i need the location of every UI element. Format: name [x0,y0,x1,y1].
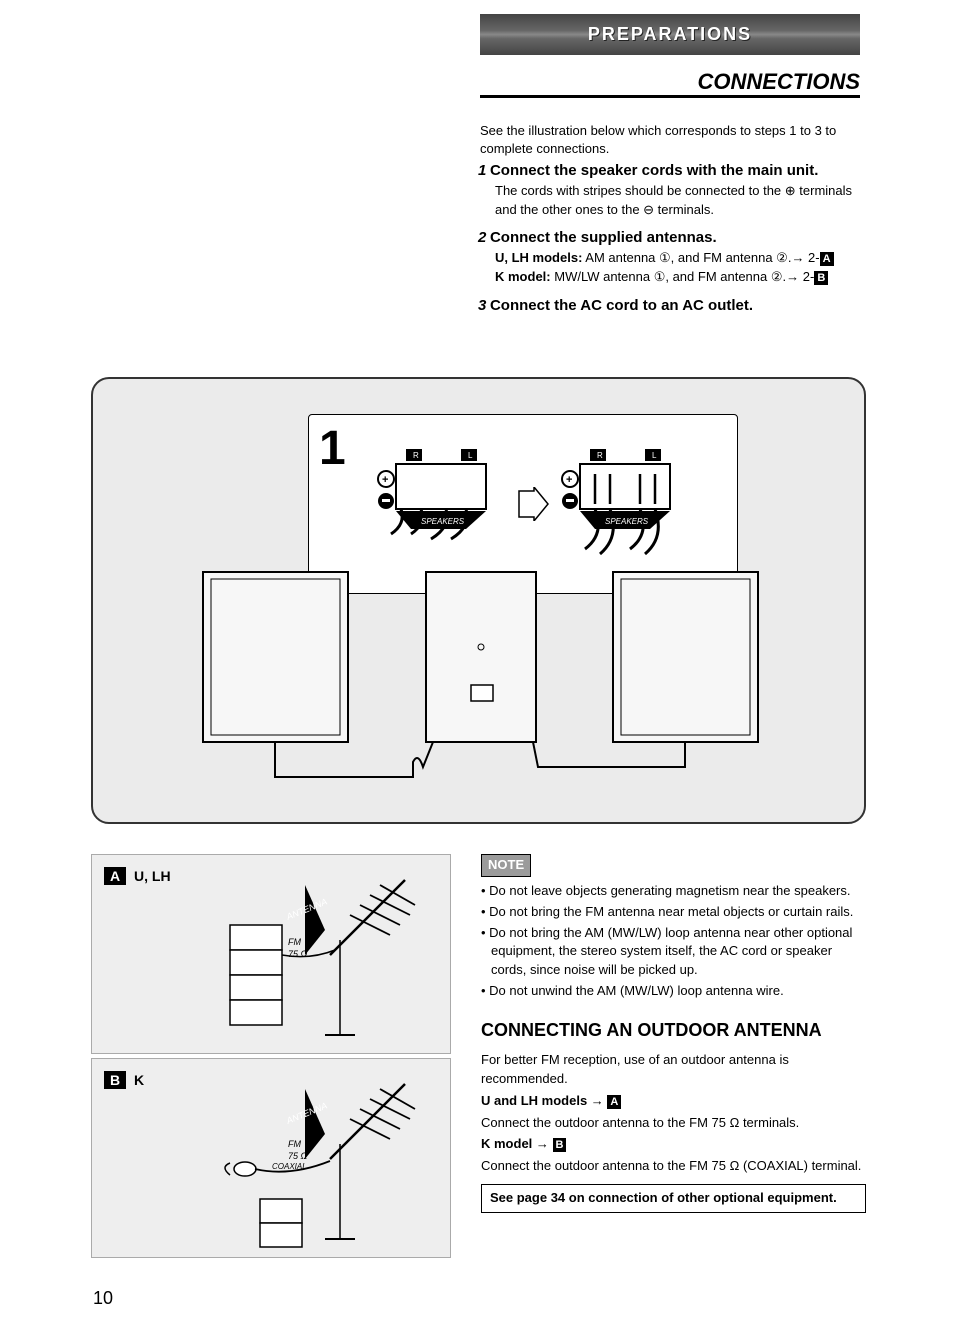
page-number: 10 [93,1288,113,1309]
step-num: 1 [478,162,486,179]
outdoor-antenna-title: CONNECTING AN OUTDOOR ANTENNA [481,1017,866,1043]
antenna-model-label: U, LH [134,868,171,884]
badge-b-icon: B [104,1071,126,1089]
notes-column: NOTE Do not leave objects generating mag… [481,854,866,1262]
model-prefix: K model: [495,269,551,284]
step-number-large: 1 [319,421,346,476]
system-wiring-diagram [93,567,864,797]
antenna-model-label: K [134,1072,144,1088]
speaker-terminal-after: R L + SPEAKERS [555,439,695,569]
svg-text:L: L [468,451,473,460]
svg-text:R: R [413,451,419,460]
reference-box: See page 34 on connection of other optio… [481,1184,866,1213]
badge-b-icon: B [553,1138,567,1152]
note-item: Do not bring the AM (MW/LW) loop antenna… [491,924,866,981]
antenna-box-b: B K ANTENNA FM 75 Ω COAXIAL [91,1058,451,1258]
note-item: Do not unwind the AM (MW/LW) loop antenn… [491,982,866,1001]
svg-text:L: L [652,451,657,460]
antenna-box-a: A U, LH ANTENNA FM 75 Ω [91,854,451,1054]
model-prefix: U, LH models: [495,250,582,265]
step-list: 1 Connect the speaker cords with the mai… [478,160,864,325]
model-text: MW/LW antenna ①, and FM antenna ②.→ 2- [551,269,815,284]
step-title: Connect the speaker cords with the main … [490,162,818,179]
svg-text:SPEAKERS: SPEAKERS [421,517,465,526]
arrow-icon [516,487,550,521]
step-2: 2 Connect the supplied antennas. U, LH m… [478,227,864,286]
svg-text:+: + [566,474,572,486]
svg-text:SPEAKERS: SPEAKERS [605,517,649,526]
badge-b-icon: B [814,271,828,285]
antenna-diagram-column: A U, LH ANTENNA FM 75 Ω [91,854,451,1262]
note-item: Do not leave objects generating magnetis… [491,882,866,901]
note-badge: NOTE [481,854,531,877]
speaker-terminal-before: R L + SPEAKERS [371,439,511,569]
note-item: Do not bring the FM antenna near metal o… [491,903,866,922]
badge-a-icon: A [820,252,834,266]
step-title: Connect the supplied antennas. [490,229,717,246]
step-body: The cords with stripes should be connect… [495,182,864,220]
step-body: U, LH models: AM antenna ①, and FM anten… [495,249,864,287]
outdoor-antenna-body: For better FM reception, use of an outdo… [481,1051,866,1176]
outdoor-model-prefix: K model → [481,1136,553,1151]
model-text: AM antenna ①, and FM antenna ②.→ 2- [582,250,819,265]
outdoor-antenna-coax-icon: ANTENNA FM 75 Ω COAXIAL [210,1069,430,1249]
outdoor-intro: For better FM reception, use of an outdo… [481,1051,866,1089]
step-1: 1 Connect the speaker cords with the mai… [478,160,864,219]
step-3: 3 Connect the AC cord to an AC outlet. [478,295,864,317]
svg-text:FM: FM [288,1139,301,1149]
intro-paragraph: See the illustration below which corresp… [480,122,858,158]
svg-text:75 Ω: 75 Ω [288,949,308,959]
outdoor-model-prefix: U and LH models → [481,1093,607,1108]
svg-text:R: R [597,451,603,460]
terminal-icon: R L + SPEAKERS [555,439,695,569]
step-num: 3 [478,297,486,314]
note-list: Do not leave objects generating magnetis… [481,882,866,1001]
main-diagram: 1 R L + SPEAKERS [91,377,866,824]
outdoor-antenna-icon: ANTENNA FM 75 Ω [210,865,430,1045]
outdoor-line: Connect the outdoor antenna to the FM 75… [481,1157,866,1176]
outdoor-line: Connect the outdoor antenna to the FM 75… [481,1114,866,1133]
badge-a-icon: A [104,867,126,885]
header-region: PREPARATIONS CONNECTIONS [480,14,860,98]
preparations-banner: PREPARATIONS [480,14,860,55]
badge-a-icon: A [607,1095,621,1109]
svg-text:+: + [382,474,388,486]
connections-title: CONNECTIONS [480,69,860,98]
svg-text:FM: FM [288,937,301,947]
terminal-icon: R L + SPEAKERS [371,439,511,569]
step-title: Connect the AC cord to an AC outlet. [490,297,753,314]
step-num: 2 [478,229,486,246]
svg-text:75 Ω: 75 Ω [288,1151,308,1161]
